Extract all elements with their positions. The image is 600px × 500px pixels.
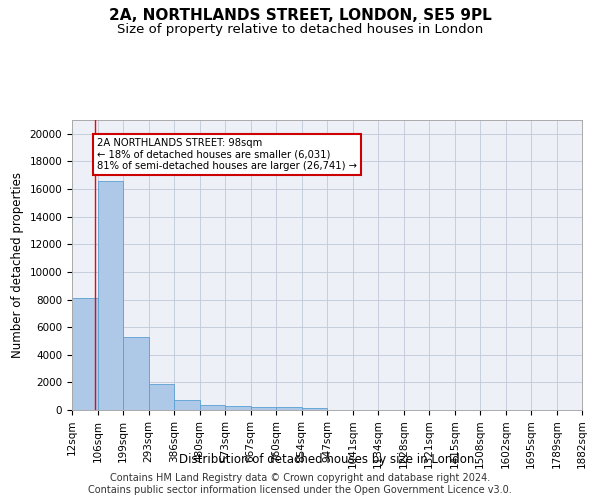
Bar — [302, 408, 327, 410]
Text: Distribution of detached houses by size in London: Distribution of detached houses by size … — [179, 452, 475, 466]
Bar — [98, 181, 123, 410]
Text: 2A, NORTHLANDS STREET, LONDON, SE5 9PL: 2A, NORTHLANDS STREET, LONDON, SE5 9PL — [109, 8, 491, 22]
Bar — [225, 406, 251, 410]
Bar — [149, 384, 174, 410]
Bar — [276, 408, 302, 410]
Bar — [174, 400, 200, 410]
Text: Contains HM Land Registry data © Crown copyright and database right 2024.
Contai: Contains HM Land Registry data © Crown c… — [88, 474, 512, 495]
Y-axis label: Number of detached properties: Number of detached properties — [11, 172, 24, 358]
Bar — [123, 337, 149, 410]
Text: Size of property relative to detached houses in London: Size of property relative to detached ho… — [117, 22, 483, 36]
Bar — [72, 298, 98, 410]
Bar — [200, 405, 225, 410]
Bar — [251, 407, 276, 410]
Text: 2A NORTHLANDS STREET: 98sqm
← 18% of detached houses are smaller (6,031)
81% of : 2A NORTHLANDS STREET: 98sqm ← 18% of det… — [97, 138, 358, 171]
